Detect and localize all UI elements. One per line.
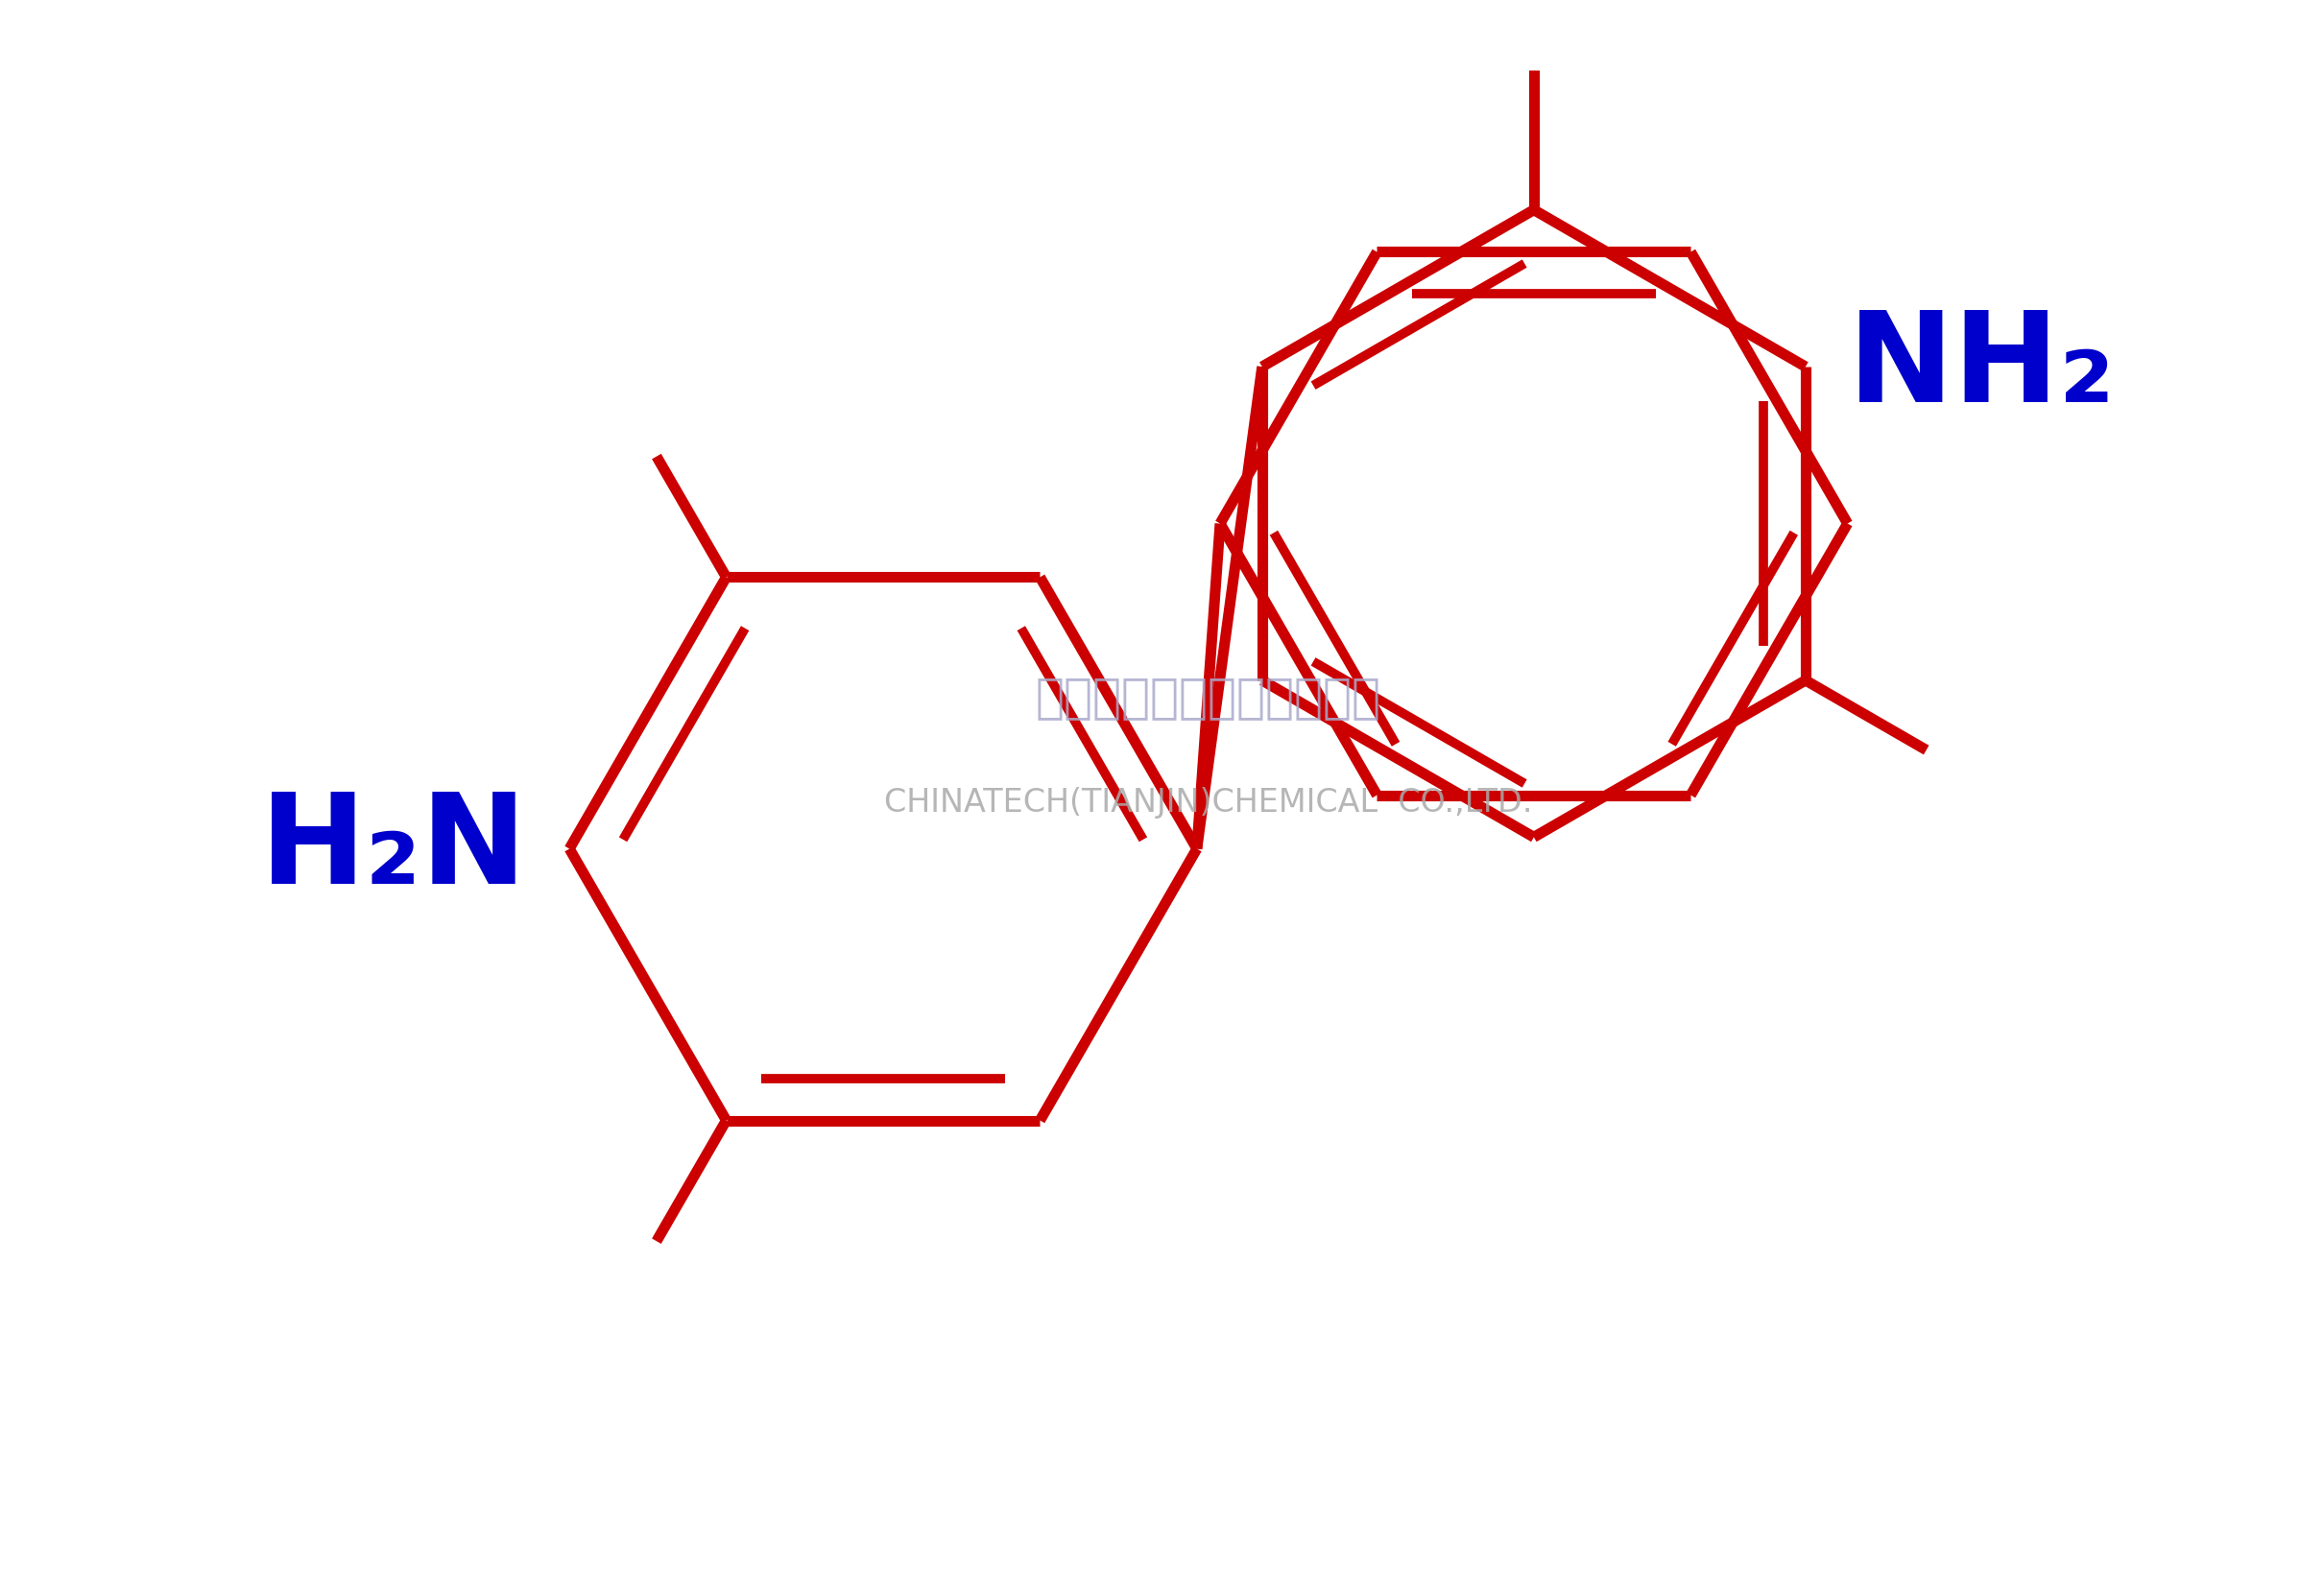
Text: H₂N: H₂N — [260, 789, 528, 910]
Text: NH₂: NH₂ — [1848, 306, 2115, 427]
Text: 天津众泰材料科技有限公司: 天津众泰材料科技有限公司 — [1037, 675, 1380, 720]
Text: CHINATECH(TIANJIN)CHEMICAL  CO.,LTD.: CHINATECH(TIANJIN)CHEMICAL CO.,LTD. — [883, 787, 1534, 819]
